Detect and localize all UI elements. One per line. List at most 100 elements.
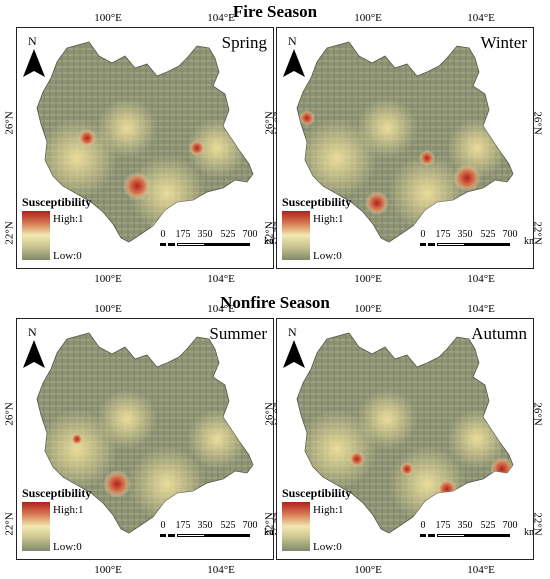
high-susceptibility-zone [365, 191, 389, 215]
legend-low-label: Low:0 [53, 541, 82, 553]
scale-segment [160, 243, 166, 246]
lon-tick-top: 100°E [94, 12, 122, 24]
scale-tick-label: 350 [457, 229, 473, 240]
scale-segment [428, 243, 435, 246]
scale-segment [168, 243, 175, 246]
lon-tick-bottom: 104°E [207, 273, 235, 285]
scale-segment [437, 243, 465, 246]
low-moderate-zone [357, 389, 417, 449]
low-moderate-zone [97, 98, 157, 158]
scale-tick-label: 175 [435, 229, 451, 240]
lon-tick-bottom: 104°E [467, 564, 495, 576]
high-susceptibility-zone [123, 172, 151, 200]
susceptibility-map [36, 332, 254, 534]
scale-tick-label: 700 [242, 229, 258, 240]
scale-bar: 0 175 350 525 700 km [420, 229, 533, 263]
lat-tick-left: 22°N [263, 512, 276, 536]
lon-tick-bottom: 104°E [207, 564, 235, 576]
season-label: Summer [209, 324, 267, 343]
lon-tick-bottom: 100°E [94, 273, 122, 285]
scale-tick-label: 525 [480, 520, 496, 531]
lon-tick-bottom: 104°E [467, 273, 495, 285]
legend-high-label: High:1 [53, 504, 84, 516]
low-moderate-zone [357, 98, 417, 158]
high-susceptibility-zone [71, 433, 83, 445]
legend-title: Susceptibility [22, 486, 92, 500]
scale-unit: km [264, 527, 273, 538]
susceptibility-map [296, 41, 514, 243]
legend-low-label: Low:0 [313, 250, 342, 262]
lat-tick-left: 22°N [263, 221, 276, 245]
susceptibility-map [36, 41, 254, 243]
low-moderate-zone [297, 118, 377, 198]
scale-tick-label: 350 [457, 520, 473, 531]
legend-color-ramp [282, 211, 310, 260]
legend-high-label: High:1 [53, 213, 84, 225]
legend-low-label: Low:0 [53, 250, 82, 262]
lon-tick-top: 104°E [207, 303, 235, 315]
season-label: Spring [221, 33, 267, 52]
lat-tick-left: 26°N [263, 111, 276, 135]
legend-color-ramp [22, 211, 50, 260]
scale-segment [428, 534, 435, 537]
map-panel-summer: 100°E 100°E 104°E 104°E 26°N 26°N 22°N 22°N N Su… [4, 303, 284, 576]
scale-tick-label: 175 [435, 520, 451, 531]
scale-bar: 0 175 350 525 700 km [420, 520, 533, 554]
north-label: N [288, 34, 297, 48]
high-susceptibility-zone [400, 462, 414, 476]
legend-title: Susceptibility [22, 195, 92, 209]
lon-tick-top: 104°E [467, 303, 495, 315]
map-frame: N Summer Susceptibility High:1 Low:0 0 175 350 5… [16, 318, 274, 560]
scale-segment [420, 534, 426, 537]
lon-tick-bottom: 100°E [354, 564, 382, 576]
legend-title: Susceptibility [282, 486, 352, 500]
scale-segment [168, 534, 175, 537]
scale-tick-label: 0 [160, 520, 166, 531]
scale-segment [177, 243, 205, 246]
lon-tick-bottom: 100°E [94, 564, 122, 576]
low-moderate-zone [37, 118, 117, 198]
map-frame: N Winter Susceptibility High:1 Low:0 0 175 350 5… [276, 27, 534, 269]
season-label: Winter [480, 33, 527, 52]
north-label: N [28, 325, 37, 339]
scale-tick-label: 525 [220, 520, 236, 531]
scale-bar: 0 175 350 525 700 km [160, 229, 273, 263]
legend-high-label: High:1 [313, 213, 344, 225]
scale-tick-label: 700 [502, 229, 518, 240]
scale-unit: km [524, 527, 533, 538]
lat-tick-left: 22°N [3, 512, 16, 536]
lat-tick-left: 22°N [3, 221, 16, 245]
scale-tick-label: 350 [197, 229, 213, 240]
scale-tick-label: 700 [242, 520, 258, 531]
north-arrow-icon [283, 340, 305, 368]
north-arrow-icon [23, 49, 45, 77]
nonfire-season-title: Nonfire Season [220, 293, 330, 312]
high-susceptibility-zone [78, 129, 96, 147]
lon-tick-top: 104°E [207, 12, 235, 24]
high-susceptibility-zone [189, 140, 205, 156]
scale-tick-label: 525 [220, 229, 236, 240]
scale-segment [177, 534, 205, 537]
lat-tick-left: 26°N [3, 111, 16, 135]
scale-segment [420, 243, 426, 246]
lat-tick-left: 26°N [3, 402, 16, 426]
legend-low-label: Low:0 [313, 541, 342, 553]
legend-color-ramp [22, 502, 50, 551]
scale-tick-label: 350 [197, 520, 213, 531]
low-moderate-zone [37, 409, 117, 489]
lon-tick-top: 100°E [94, 303, 122, 315]
map-frame: N Autumn Susceptibility High:1 Low:0 0 175 350 5… [276, 318, 534, 560]
high-susceptibility-zone [299, 110, 315, 126]
map-panel-autumn: 100°E 100°E 104°E 104°E 26°N 26°N 22°N 22°N N Au… [264, 303, 544, 576]
scale-tick-label: 0 [420, 229, 426, 240]
scale-segment [160, 534, 166, 537]
map-panel-spring: 100°E 100°E 104°E 104°E 26°N 26°N 22°N 22°N N Sp… [4, 12, 284, 285]
scale-segment [465, 243, 510, 246]
high-susceptibility-zone [453, 164, 481, 192]
scale-tick-label: 175 [175, 520, 191, 531]
fire-season-title: Fire Season [232, 2, 318, 21]
north-label: N [288, 325, 297, 339]
season-label: Autumn [471, 324, 527, 343]
legend-high-label: High:1 [313, 504, 344, 516]
north-label: N [28, 34, 37, 48]
